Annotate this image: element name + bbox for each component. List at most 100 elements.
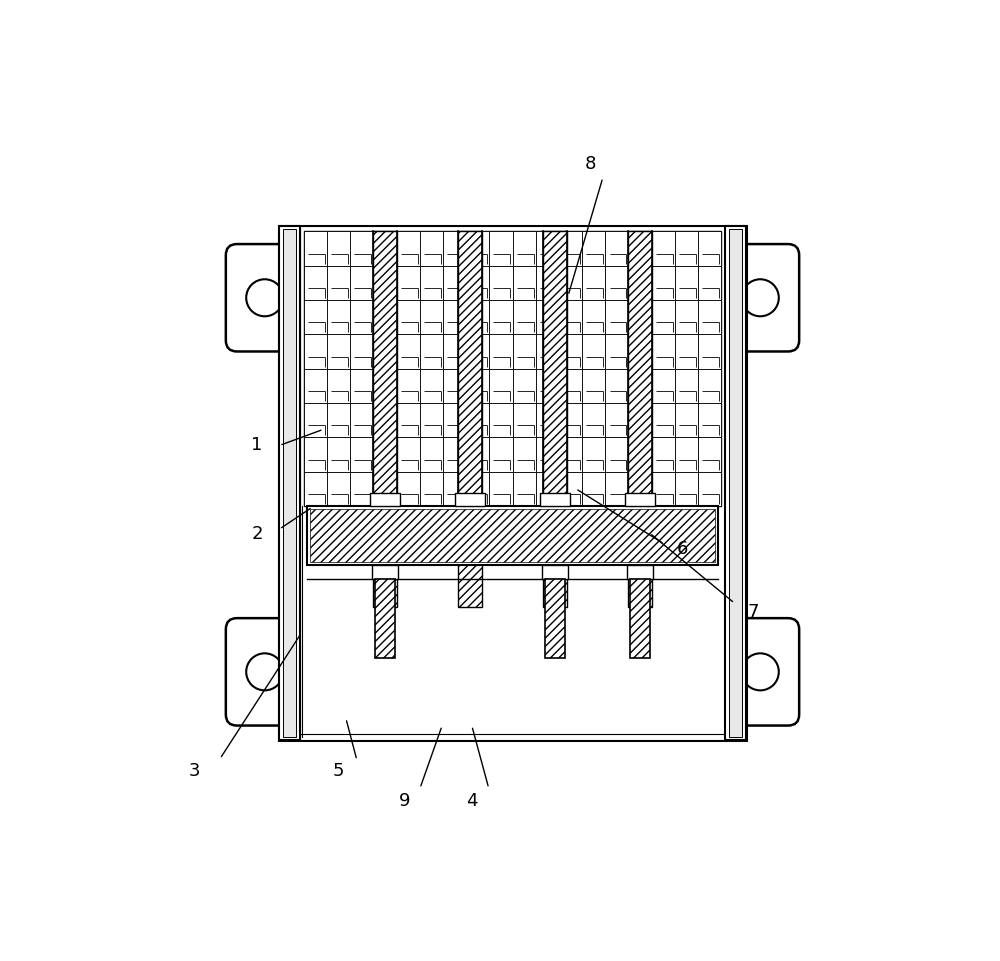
Bar: [420, 438, 443, 472]
Bar: [536, 233, 559, 266]
Bar: [629, 301, 652, 335]
Bar: [605, 335, 629, 369]
Bar: [536, 301, 559, 335]
Bar: [350, 335, 373, 369]
Bar: [443, 369, 466, 404]
Bar: [375, 579, 395, 659]
Bar: [512, 301, 536, 335]
Bar: [443, 301, 466, 335]
Bar: [443, 335, 466, 369]
Bar: [698, 301, 721, 335]
Bar: [350, 301, 373, 335]
Bar: [698, 233, 721, 266]
Bar: [543, 233, 567, 607]
Bar: [582, 472, 605, 506]
Bar: [304, 266, 327, 301]
Bar: [304, 472, 327, 506]
Bar: [455, 493, 485, 506]
FancyBboxPatch shape: [721, 245, 799, 352]
Bar: [536, 404, 559, 438]
Bar: [396, 301, 420, 335]
Bar: [559, 404, 582, 438]
Bar: [652, 266, 675, 301]
Bar: [350, 233, 373, 266]
Bar: [605, 472, 629, 506]
Bar: [536, 472, 559, 506]
Bar: [350, 472, 373, 506]
FancyBboxPatch shape: [226, 245, 304, 352]
Bar: [559, 438, 582, 472]
Bar: [420, 472, 443, 506]
Bar: [512, 438, 536, 472]
Bar: [536, 266, 559, 301]
Circle shape: [742, 280, 779, 317]
Bar: [652, 233, 675, 266]
Bar: [512, 472, 536, 506]
Bar: [489, 335, 512, 369]
Bar: [698, 472, 721, 506]
Text: 2: 2: [251, 525, 263, 542]
Bar: [698, 266, 721, 301]
Bar: [536, 369, 559, 404]
Bar: [373, 233, 396, 266]
Bar: [373, 404, 396, 438]
Bar: [542, 566, 568, 579]
Bar: [466, 404, 489, 438]
Bar: [725, 227, 746, 741]
Bar: [304, 233, 721, 506]
Bar: [582, 233, 605, 266]
Bar: [396, 404, 420, 438]
Bar: [304, 301, 327, 335]
Bar: [373, 266, 396, 301]
Bar: [675, 369, 698, 404]
Bar: [675, 438, 698, 472]
Bar: [652, 438, 675, 472]
Bar: [420, 369, 443, 404]
Bar: [466, 301, 489, 335]
Bar: [310, 509, 715, 563]
Text: 1: 1: [251, 435, 263, 454]
Bar: [582, 335, 605, 369]
Bar: [559, 266, 582, 301]
Bar: [675, 301, 698, 335]
Bar: [630, 579, 650, 659]
Bar: [300, 227, 725, 741]
Bar: [540, 493, 570, 506]
Bar: [373, 438, 396, 472]
Bar: [327, 266, 350, 301]
Bar: [559, 233, 582, 266]
Bar: [466, 335, 489, 369]
Bar: [512, 335, 536, 369]
Bar: [420, 301, 443, 335]
Bar: [373, 369, 396, 404]
Bar: [396, 438, 420, 472]
Bar: [698, 369, 721, 404]
Bar: [327, 472, 350, 506]
Bar: [327, 335, 350, 369]
Bar: [698, 335, 721, 369]
Bar: [582, 301, 605, 335]
Bar: [396, 233, 420, 266]
Text: 8: 8: [585, 155, 596, 172]
Bar: [327, 301, 350, 335]
Bar: [420, 335, 443, 369]
Bar: [489, 438, 512, 472]
Bar: [605, 233, 629, 266]
Text: 9: 9: [399, 791, 411, 809]
Bar: [458, 233, 482, 607]
Bar: [420, 233, 443, 266]
Bar: [629, 266, 652, 301]
Bar: [443, 438, 466, 472]
Bar: [489, 369, 512, 404]
FancyBboxPatch shape: [226, 619, 304, 726]
Bar: [729, 230, 742, 737]
Bar: [652, 301, 675, 335]
Bar: [675, 233, 698, 266]
Bar: [512, 266, 536, 301]
Bar: [466, 472, 489, 506]
Bar: [627, 566, 653, 579]
Bar: [489, 404, 512, 438]
Bar: [370, 493, 400, 506]
Bar: [350, 404, 373, 438]
Bar: [559, 301, 582, 335]
